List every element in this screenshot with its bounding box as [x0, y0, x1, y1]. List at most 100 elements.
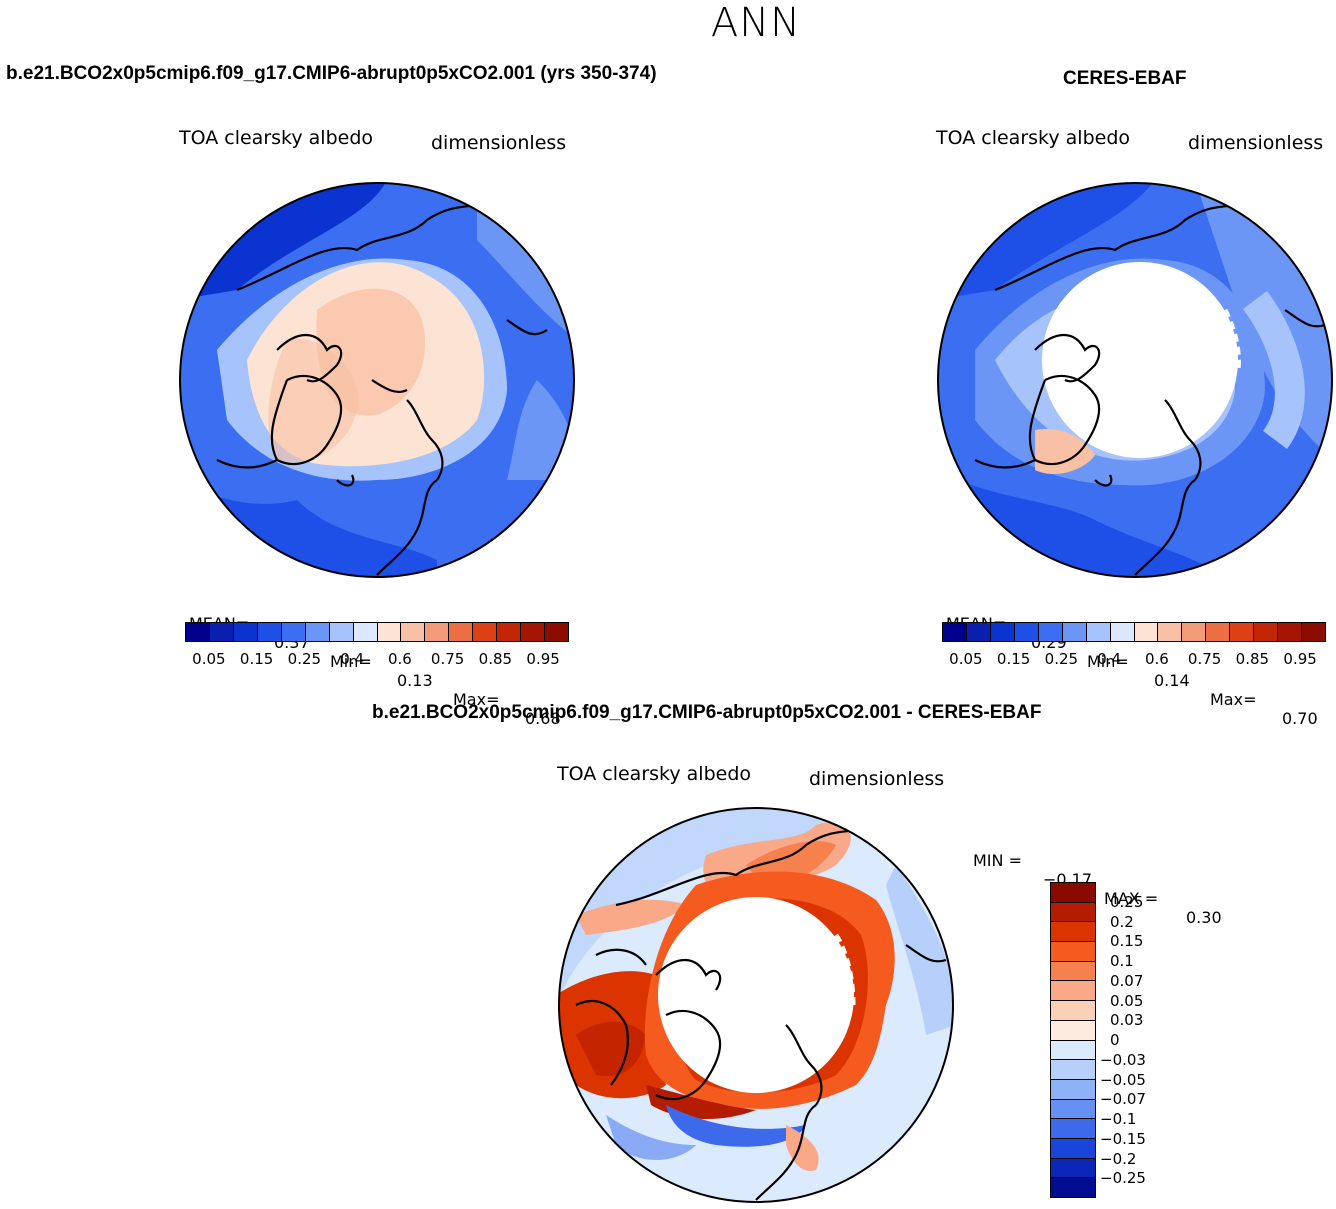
colorbar-swatch [1051, 1099, 1095, 1120]
colorbar-swatch [473, 623, 498, 641]
colorbar-swatch [1230, 623, 1255, 641]
colorbar-swatch [943, 623, 967, 641]
colorbar-swatch [233, 623, 258, 641]
colorbar-swatch [1158, 623, 1183, 641]
right-min-value: 0.14 [1154, 671, 1190, 690]
colorbar-tick-label: −0.2 [1100, 1149, 1137, 1168]
colorbar-swatch [329, 623, 354, 641]
colorbar-swatch [1051, 981, 1095, 1002]
colorbar-swatch [521, 623, 546, 641]
colorbar-tick-label: 0.07 [1110, 971, 1144, 990]
colorbar-tick-label: −0.15 [1100, 1129, 1146, 1148]
colorbar-swatch [1086, 623, 1111, 641]
colorbar-swatch [1051, 1040, 1095, 1061]
colorbar-swatch [545, 623, 568, 641]
diff-colorbar-ticks: 0.25 0.2 0.15 0.1 0.07 0.05 0.03 0 −0.03 −0.05 −0.… [1100, 882, 1220, 1198]
colorbar-swatch [1014, 623, 1039, 641]
right-max-value: 0.70 [1282, 709, 1318, 728]
colorbar-swatch [1278, 623, 1303, 641]
colorbar-swatch [1051, 1138, 1095, 1159]
colorbar-swatch [1182, 623, 1207, 641]
colorbar-swatch [449, 623, 474, 641]
left-polar-map [179, 182, 575, 578]
colorbar-tick-label: 0.15 [239, 650, 274, 668]
right-colorbar [942, 622, 1326, 642]
colorbar-swatch [353, 623, 378, 641]
colorbar-swatch [209, 623, 234, 641]
right-max-label: Max= [1210, 690, 1257, 709]
colorbar-swatch [257, 623, 282, 641]
colorbar-tick-label: 0.05 [192, 650, 226, 668]
colorbar-tick-label: 0.05 [1110, 991, 1144, 1010]
colorbar-tick-label: −0.03 [1100, 1050, 1146, 1069]
left-min-value: 0.13 [397, 671, 433, 690]
colorbar-swatch [1051, 922, 1095, 943]
colorbar-swatch [497, 623, 522, 641]
colorbar-swatch [966, 623, 991, 641]
colorbar-swatch [1051, 961, 1095, 982]
left-panel-title: b.e21.BCO2x0p5cmip6.f09_g17.CMIP6-abrupt… [6, 63, 657, 84]
left-variable-label: TOA clearsky albedo [179, 127, 373, 149]
right-panel-title: CERES-EBAF [1063, 68, 1187, 89]
colorbar-swatch [425, 623, 450, 641]
right-variable-label: TOA clearsky albedo [936, 127, 1130, 149]
colorbar-swatch [1051, 1079, 1095, 1100]
colorbar-swatch [1051, 1001, 1095, 1021]
colorbar-tick-label: 0.1 [1110, 952, 1134, 970]
diff-units-label: dimensionless [809, 768, 945, 790]
left-colorbar-ticks: 0.05 0.15 0.25 0.4 0.6 0.75 0.85 0.95 [185, 650, 567, 670]
colorbar-swatch [1062, 623, 1087, 641]
colorbar-tick-label: 0.95 [526, 650, 560, 668]
colorbar-swatch [305, 623, 330, 641]
diff-max-label: MAX = [1104, 889, 1159, 908]
colorbar-tick-label: 0.95 [1283, 650, 1317, 668]
diff-colorbar [1050, 882, 1096, 1198]
colorbar-tick-label: 0.05 [949, 650, 983, 668]
season-title: ANN [710, 0, 802, 46]
colorbar-swatch [1051, 1020, 1095, 1041]
colorbar-tick-label: 0.6 [387, 650, 412, 668]
colorbar-tick-label: 0.2 [1110, 912, 1134, 931]
left-min-label: Min= [330, 652, 372, 671]
left-max-label: Max= [453, 690, 500, 709]
colorbar-swatch [1134, 623, 1159, 641]
right-polar-map [937, 182, 1333, 578]
colorbar-swatch [990, 623, 1015, 641]
colorbar-swatch [1051, 942, 1095, 962]
colorbar-swatch [1254, 623, 1279, 641]
colorbar-swatch [1051, 1119, 1095, 1139]
colorbar-tick-label: −0.1 [1100, 1110, 1137, 1128]
colorbar-swatch [1302, 623, 1325, 641]
colorbar-tick-label: 0.15 [1110, 932, 1144, 951]
colorbar-tick-label: 0.25 [1110, 892, 1144, 911]
right-min-label: Min= [1087, 652, 1129, 671]
diff-max-value: 0.30 [1186, 908, 1222, 927]
colorbar-swatch [1051, 1060, 1095, 1080]
colorbar-swatch [281, 623, 306, 641]
colorbar-tick-label: 0.25 [287, 650, 322, 668]
colorbar-swatch [1038, 623, 1063, 641]
colorbar-tick-label: 0.75 [430, 650, 465, 668]
right-units-label: dimensionless [1188, 132, 1324, 154]
left-colorbar [185, 622, 569, 642]
colorbar-swatch [377, 623, 402, 641]
colorbar-swatch [401, 623, 426, 641]
colorbar-tick-label: −0.05 [1100, 1070, 1146, 1089]
colorbar-tick-label: 0.03 [1110, 1011, 1144, 1030]
colorbar-tick-label: 0.75 [1187, 650, 1222, 668]
colorbar-tick-label: 0.6 [1144, 650, 1169, 668]
diff-variable-label: TOA clearsky albedo [557, 763, 751, 785]
colorbar-tick-label: 0 [1110, 1031, 1120, 1049]
colorbar-swatch [1110, 623, 1135, 641]
right-colorbar-ticks: 0.05 0.15 0.25 0.4 0.6 0.75 0.85 0.95 [942, 650, 1324, 670]
colorbar-tick-label: 0.4 [1097, 650, 1122, 668]
diff-panel-title: b.e21.BCO2x0p5cmip6.f09_g17.CMIP6-abrupt… [372, 702, 1042, 723]
colorbar-swatch [1051, 1178, 1095, 1197]
left-max-value: 0.68 [525, 709, 561, 728]
colorbar-swatch [1051, 883, 1095, 903]
colorbar-swatch [1051, 1158, 1095, 1179]
colorbar-tick-label: −0.25 [1100, 1169, 1146, 1188]
colorbar-tick-label: 0.85 [478, 650, 513, 668]
left-units-label: dimensionless [431, 132, 567, 154]
colorbar-swatch [1206, 623, 1231, 641]
